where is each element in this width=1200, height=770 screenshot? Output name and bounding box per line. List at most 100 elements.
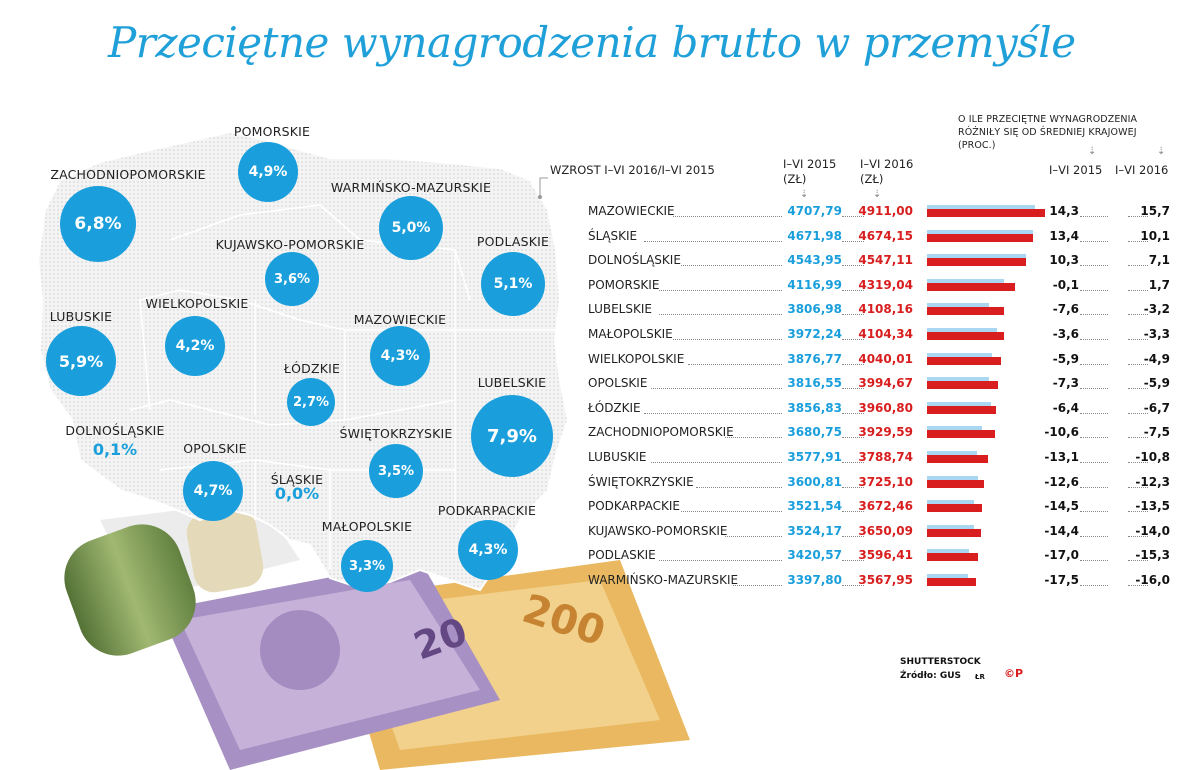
dotted-leader [842,585,864,586]
region-label: MAŁOPOLSKIE [321,519,413,534]
diff-2015: -3,6 [1052,327,1079,341]
row-region-name: OPOLSKIE [588,376,648,391]
dotted-leader [688,363,782,365]
arrow-down-icon: ⇣ [800,189,809,200]
dotted-leader [842,462,864,463]
diff-2015: -7,6 [1052,302,1079,317]
dotted-leader [1128,560,1148,562]
growth-header: WZROST I–VI 2016/I–VI 2015 [550,163,715,177]
diff-2016: 1,7 [1148,277,1170,292]
bar-2016 [927,528,981,537]
dotted-leader [1080,462,1108,463]
row-region-name: ŚWIĘTOKRZYSKIE [588,474,694,489]
dotted-leader [673,216,782,217]
dotted-leader [1080,314,1108,316]
voivodeship-borders [129,204,555,570]
dotted-leader [643,240,782,242]
dotted-leader [1128,412,1148,414]
growth-bubble: 7,9% [471,395,553,477]
dotted-leader [658,289,782,291]
diff-2016: 15,7 [1140,204,1170,218]
region-label: PODKARPACKIE [437,503,537,518]
dotted-leader [842,216,864,217]
col-2016-header-line2: (ZŁ) [860,172,884,186]
row-region-name: LUBUSKIE [588,450,647,464]
region-label: DOLNOŚLĄSKIE [65,423,165,438]
diff-2015: -6,4 [1052,400,1079,415]
dotted-leader [1080,511,1108,513]
dotted-leader [680,265,782,267]
value-2015: 3600,81 [787,474,842,489]
col-2015-header-line1: I–VI 2015 [783,157,837,171]
value-2016: 3960,80 [858,400,913,415]
bar-2016 [927,504,982,513]
diff-2015: -17,0 [1044,548,1079,563]
value-2015: 3524,17 [787,523,842,538]
diff-2015: -5,9 [1052,351,1079,366]
dotted-leader [1080,486,1108,488]
growth-bubble: 4,2% [165,316,225,376]
value-2015: 3972,24 [787,327,842,341]
dotted-leader [732,585,782,586]
diff-col-2016-header: I–VI 2016 [1115,163,1169,177]
dotted-leader [842,412,864,414]
diff-2015: -12,6 [1044,474,1079,489]
diff-2016: -4,9 [1143,351,1170,366]
dotted-leader [651,388,782,390]
dotted-leader [842,388,864,390]
growth-bubble: 6,8% [60,186,136,262]
region-label: WARMIŃSKO-MAZURSKIE [330,180,492,195]
dotted-leader [643,412,782,414]
dotted-leader [1080,437,1108,439]
diff-2016: -5,9 [1143,376,1170,391]
growth-value: 0,1% [92,440,138,459]
dotted-leader [1128,462,1148,463]
value-2015: 3420,57 [787,548,842,563]
header-connector [539,177,548,196]
publisher-logo: ©P [1004,667,1024,680]
arrow-down-icon: ⇣ [873,189,882,200]
dotted-leader [1128,240,1148,242]
dotted-leader [842,240,864,242]
dotted-leader [1128,265,1148,267]
value-2015: 4671,98 [787,228,842,243]
arrow-down-icon: ⇣ [1157,146,1166,157]
row-region-name: WIELKOPOLSKIE [588,351,685,366]
region-label: OPOLSKIE [183,441,247,456]
growth-bubble: 5,1% [481,252,545,316]
dotted-leader [842,535,864,537]
dotted-leader [1128,388,1148,390]
dotted-leader [842,437,864,439]
dotted-leader [842,511,864,513]
dotted-leader [1128,511,1148,513]
bar-2016 [927,479,985,488]
bar-2016 [927,233,1033,242]
value-2016: 3994,67 [858,376,913,391]
arrow-down-icon: ⇣ [1088,146,1097,157]
value-2015: 3397,80 [787,573,842,587]
dotted-leader [842,486,864,488]
bar-2016 [927,553,978,562]
growth-bubble: 5,0% [379,196,443,260]
value-2015: 3680,75 [787,425,842,440]
bar-2016 [927,307,1004,316]
dotted-leader [1080,289,1108,291]
value-2016: 3650,09 [858,523,913,538]
dotted-leader [842,265,864,267]
bar-2016 [927,430,995,439]
value-2015: 3876,77 [787,351,842,366]
region-label: ZACHODNIOPOMORSKIE [50,167,206,182]
dotted-leader [651,462,782,463]
value-2015: 4543,95 [787,253,842,268]
dotted-leader [1128,363,1148,365]
region-label: POMORSKIE [233,124,311,139]
dotted-leader [673,339,782,340]
diff-2016: 7,1 [1148,253,1170,268]
dotted-leader [1128,585,1148,586]
growth-bubble: 5,9% [46,326,116,396]
dotted-leader [1128,437,1148,439]
value-2016: 4911,00 [858,204,913,218]
diff-2016: -10,8 [1135,450,1170,464]
page-title: Przeciętne wynagrodzenia brutto w przemy… [108,18,1076,67]
region-label: KUJAWSKO-POMORSKIE [215,237,365,252]
